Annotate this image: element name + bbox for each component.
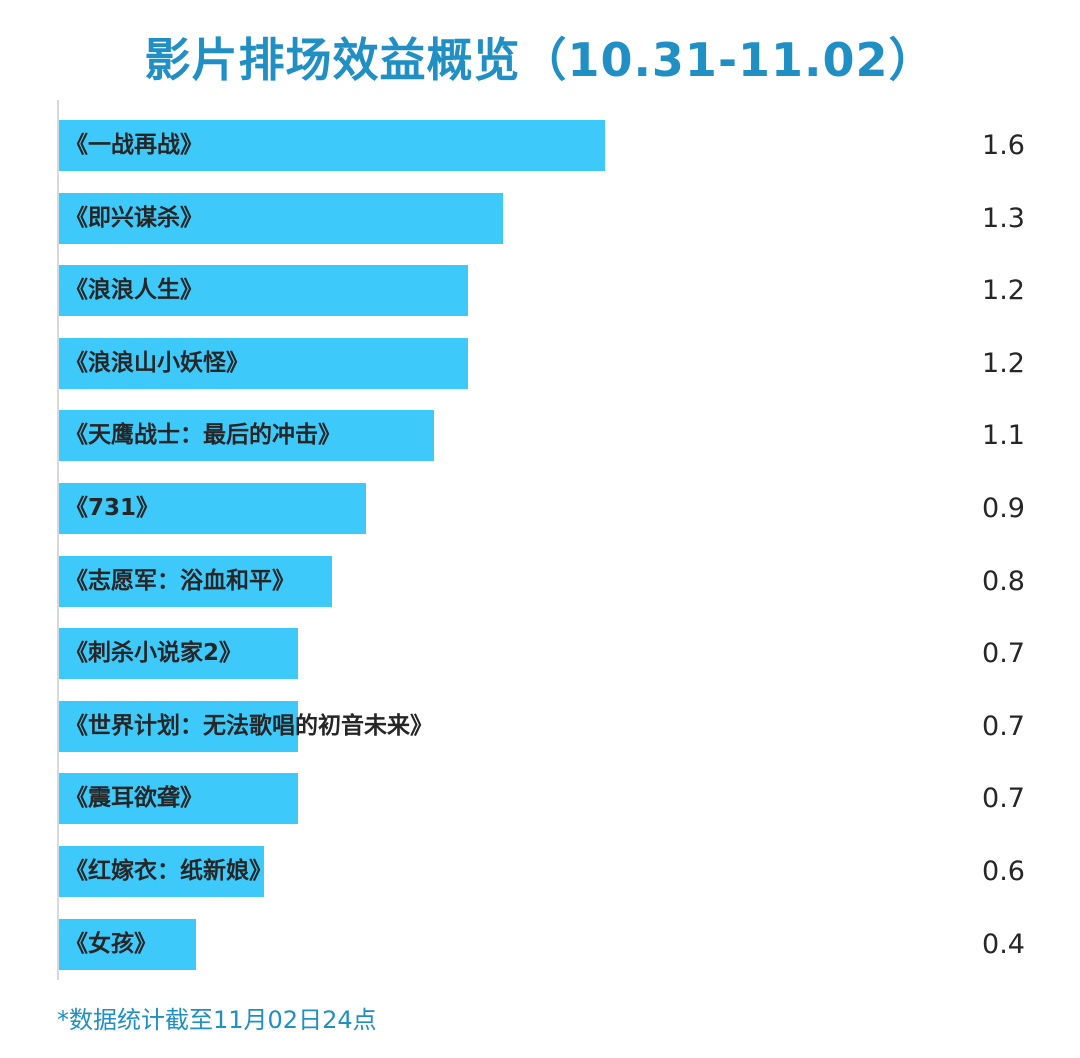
bar — [59, 193, 503, 244]
chart-title: 影片排场效益概览（10.31-11.02） — [144, 33, 936, 87]
bar-value-label: 1.2 — [982, 348, 1025, 379]
bar-category-label: 《震耳欲聋》 — [65, 785, 203, 811]
bar-value-label: 0.7 — [982, 711, 1025, 742]
bar — [59, 120, 605, 171]
bar-value-label: 0.4 — [982, 929, 1025, 960]
bar-value-label: 1.2 — [982, 275, 1025, 306]
bar-category-label: 《天鹰战士：最后的冲击》 — [65, 422, 341, 448]
bar-value-label: 0.8 — [982, 566, 1025, 597]
bar-category-label: 《浪浪山小妖怪》 — [65, 350, 249, 376]
bar — [59, 338, 468, 389]
bar-category-label: 《731》 — [65, 495, 160, 521]
bar-category-label: 《一战再战》 — [65, 132, 203, 158]
bar-category-label: 《红嫁衣：纸新娘》 — [65, 858, 272, 884]
bar-value-label: 0.7 — [982, 783, 1025, 814]
y-axis-line — [57, 100, 59, 980]
footnote: *数据统计截至11月02日24点 — [57, 1006, 377, 1034]
bar — [59, 483, 366, 534]
bar-value-label: 0.9 — [982, 493, 1025, 524]
bar — [59, 628, 298, 679]
bar-value-label: 1.3 — [982, 203, 1025, 234]
bar-value-label: 0.7 — [982, 638, 1025, 669]
bar — [59, 773, 298, 824]
bar — [59, 701, 298, 752]
bar — [59, 846, 264, 897]
bar-category-label: 《即兴谋杀》 — [65, 205, 203, 231]
bar-category-label: 《志愿军：浴血和平》 — [65, 568, 295, 594]
bar — [59, 410, 434, 461]
bar-category-label: 《世界计划：无法歌唱的初音未来》 — [65, 713, 433, 739]
bar-category-label: 《刺杀小说家2》 — [65, 640, 243, 666]
bar-value-label: 1.1 — [982, 420, 1025, 451]
bar — [59, 265, 468, 316]
bar-value-label: 0.6 — [982, 856, 1025, 887]
bar-category-label: 《女孩》 — [65, 931, 157, 957]
bar-value-label: 1.6 — [982, 130, 1025, 161]
bar — [59, 919, 196, 970]
bar — [59, 556, 332, 607]
bar-category-label: 《浪浪人生》 — [65, 277, 203, 303]
